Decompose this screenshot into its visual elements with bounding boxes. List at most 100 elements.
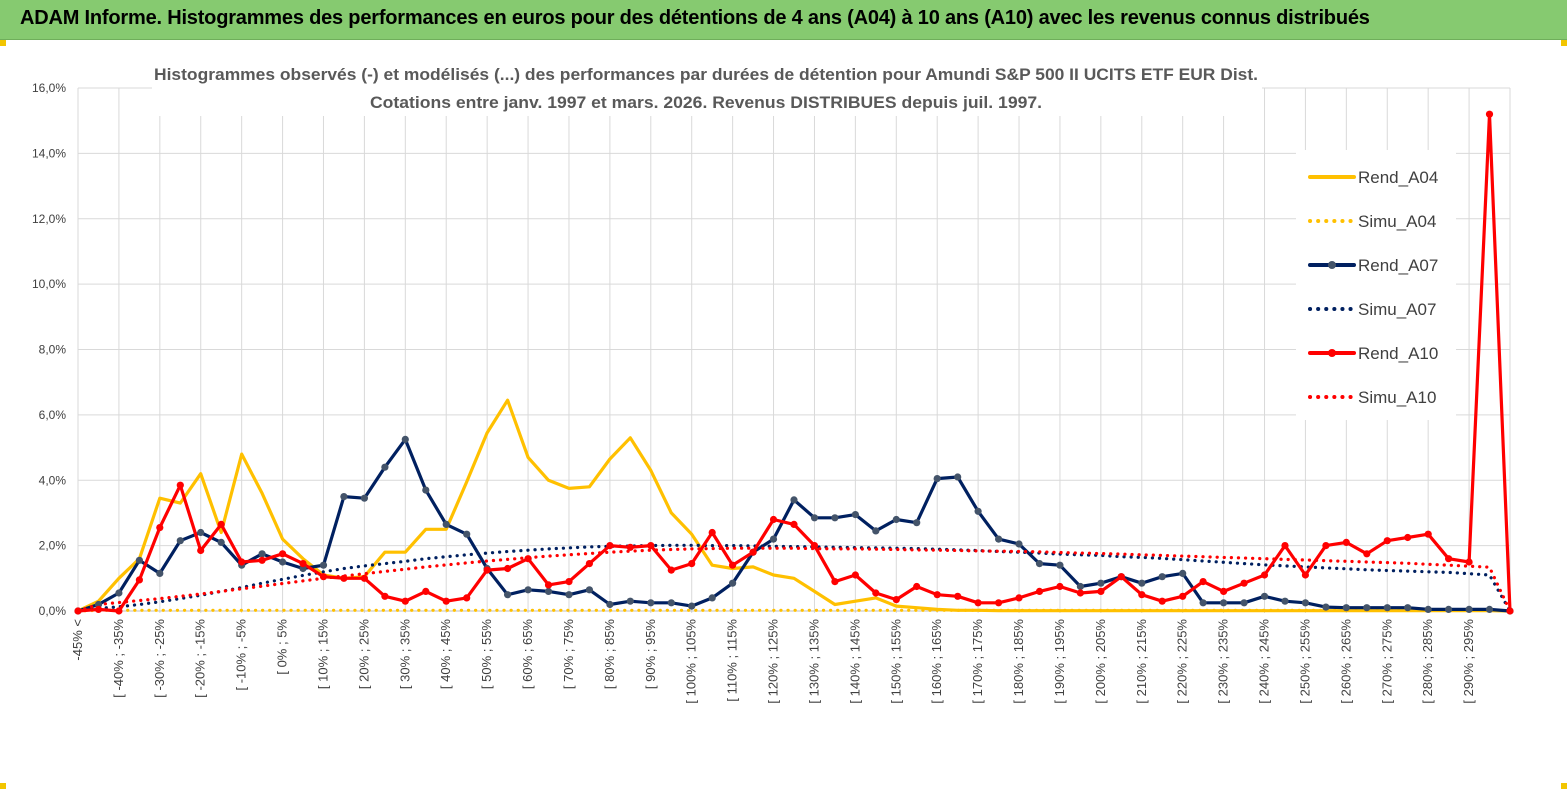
y-tick-label: 12,0% (32, 212, 66, 226)
legend-label: Simu_A10 (1358, 388, 1436, 407)
data-point-rend-a07 (463, 530, 471, 538)
data-point-rend-a07 (524, 586, 532, 594)
x-tick-label: -45% < (70, 619, 85, 661)
data-point-rend-a07 (1260, 592, 1269, 600)
data-point-rend-a10 (688, 560, 696, 568)
data-point-rend-a07 (197, 528, 205, 537)
data-point-rend-a07 (1097, 579, 1105, 587)
x-tick-label: [ 230% ; 235% (1216, 619, 1231, 704)
x-tick-label: [ 0% ; 5% (275, 619, 290, 675)
y-tick-label: 16,0% (32, 81, 66, 95)
x-tick-label: [ 120% ; 125% (766, 619, 781, 704)
data-point-rend-a10 (299, 560, 307, 568)
x-tick-label: [ 170% ; 175% (970, 619, 985, 704)
x-tick-label: [ 180% ; 185% (1011, 619, 1026, 704)
data-point-rend-a07 (585, 586, 594, 594)
data-point-rend-a07 (933, 475, 941, 483)
axes: 0,0% 2,0% 4,0% 6,0% 8,0% 10,0% 12,0% 14,0% 16,0%… (32, 81, 1510, 704)
header-banner: ADAM Informe. Histogrammes des performan… (0, 0, 1567, 40)
data-point-rend-a10 (749, 548, 757, 556)
data-point-rend-a10 (810, 542, 819, 550)
data-point-rend-a10 (544, 581, 553, 589)
data-point-rend-a10 (1097, 587, 1105, 596)
y-tick-label: 4,0% (39, 473, 67, 487)
data-point-rend-a07 (831, 514, 839, 522)
chart-title: Histogrammes observés (-) et modélisés (… (152, 58, 1262, 116)
data-point-rend-a10 (115, 607, 123, 615)
data-point-rend-a07 (1424, 605, 1432, 614)
data-point-rend-a10 (1199, 578, 1207, 586)
data-point-rend-a07 (708, 594, 716, 602)
data-point-rend-a10 (667, 566, 675, 574)
chart-title-line: Histogrammes observés (-) et modélisés (… (154, 66, 1258, 84)
y-tick-label: 8,0% (39, 343, 67, 357)
data-point-rend-a10 (1322, 542, 1330, 550)
data-point-rend-a07 (258, 550, 266, 558)
data-point-rend-a10 (729, 561, 737, 569)
data-point-rend-a10 (360, 574, 368, 582)
data-point-rend-a07 (340, 493, 348, 501)
x-tick-label: [ 140% ; 145% (847, 619, 862, 704)
data-point-rend-a07 (422, 486, 430, 494)
data-point-rend-a10 (1158, 597, 1166, 605)
x-tick-label: [ 260% ; 265% (1338, 619, 1353, 704)
data-point-rend-a07 (1199, 599, 1207, 607)
data-point-rend-a10 (463, 594, 471, 602)
x-tick-label: [ 200% ; 205% (1093, 619, 1108, 704)
data-point-rend-a10 (647, 542, 655, 550)
data-point-rend-a10 (156, 524, 164, 532)
data-point-rend-a07 (1076, 582, 1084, 591)
y-tick-label: 14,0% (32, 146, 66, 160)
data-point-rend-a07 (176, 537, 184, 545)
data-point-rend-a10 (1076, 589, 1084, 597)
x-tick-label: [ 220% ; 225% (1175, 619, 1190, 704)
data-point-rend-a07 (954, 473, 962, 481)
data-point-rend-a10 (504, 564, 512, 573)
data-point-rend-a07 (1281, 597, 1289, 605)
legend-marker (1328, 261, 1336, 269)
x-tick-label: [ 20% ; 25% (356, 619, 371, 690)
data-point-rend-a07 (1485, 605, 1494, 614)
legend-label: Rend_A07 (1358, 256, 1438, 275)
data-point-rend-a10 (197, 546, 205, 555)
legend-label: Simu_A04 (1358, 212, 1436, 231)
data-point-rend-a10 (483, 566, 491, 574)
series-line-simu-a10 (76, 546, 1512, 613)
data-point-rend-a10 (1445, 555, 1453, 563)
x-tick-label: [ 50% ; 55% (479, 619, 494, 690)
x-tick-label: [ 250% ; 255% (1297, 619, 1312, 704)
data-point-rend-a10 (524, 555, 532, 563)
data-point-rend-a07 (1445, 605, 1453, 614)
data-point-rend-a10 (831, 578, 839, 586)
data-point-rend-a10 (217, 520, 225, 529)
x-tick-label: [ 190% ; 195% (1052, 619, 1067, 704)
data-point-rend-a10 (1179, 592, 1187, 600)
data-point-rend-a07 (606, 600, 614, 609)
data-point-rend-a10 (1301, 571, 1309, 579)
data-point-rend-a07 (504, 591, 512, 599)
data-point-rend-a10 (401, 597, 409, 605)
data-point-rend-a07 (647, 599, 655, 607)
series-line-simu-a04 (76, 608, 1512, 613)
data-point-rend-a07 (319, 561, 328, 569)
legend-marker (1328, 349, 1336, 357)
data-point-rend-a07 (1322, 603, 1330, 611)
data-point-rend-a10 (422, 587, 430, 596)
chart-title-line: Cotations entre janv. 1997 et mars. 2026… (370, 94, 1042, 112)
data-point-rend-a07 (667, 599, 675, 607)
data-point-rend-a07 (401, 435, 409, 443)
data-point-rend-a10 (1485, 110, 1494, 118)
x-tick-label: [ 240% ; 245% (1257, 619, 1272, 704)
data-point-rend-a07 (688, 602, 696, 610)
x-tick-label: [ 160% ; 165% (929, 619, 944, 704)
data-point-rend-a07 (1240, 599, 1248, 607)
data-point-rend-a10 (94, 605, 103, 614)
data-point-rend-a10 (954, 592, 962, 600)
chart-title-background (152, 58, 1262, 116)
data-point-rend-a07 (1138, 579, 1146, 587)
data-point-rend-a10 (790, 520, 798, 529)
data-point-rend-a07 (892, 515, 900, 524)
data-point-rend-a07 (544, 587, 553, 596)
x-tick-label: [ 150% ; 155% (888, 619, 903, 704)
data-point-rend-a07 (1404, 604, 1412, 612)
